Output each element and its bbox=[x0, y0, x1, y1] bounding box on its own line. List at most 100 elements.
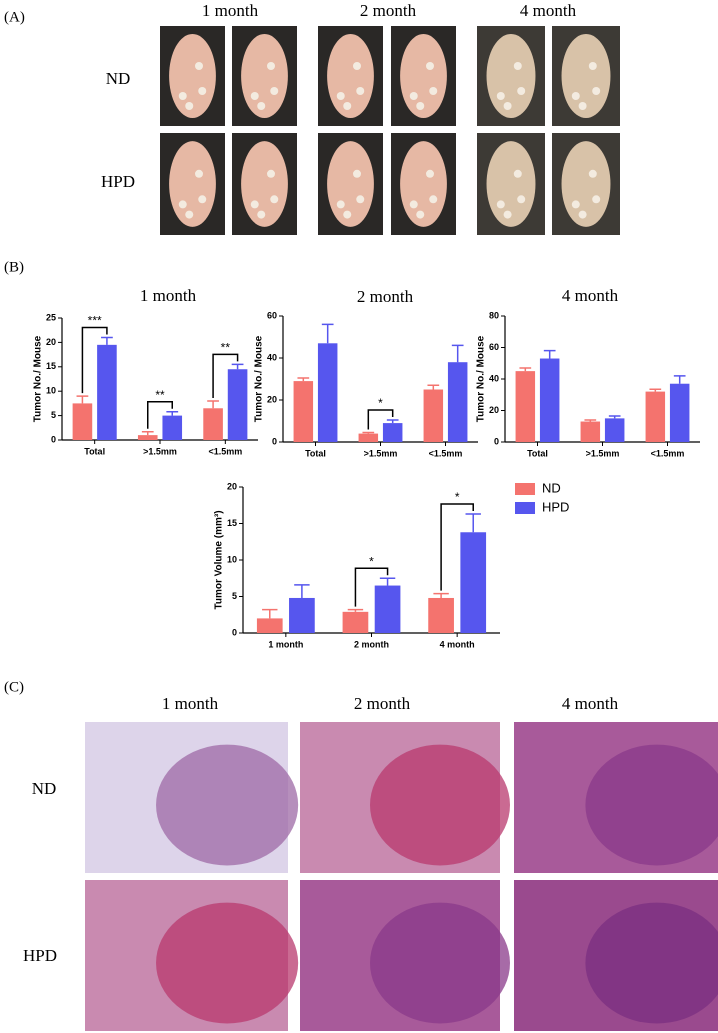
x-tick-label: 1 month bbox=[268, 639, 303, 649]
photo-nodule bbox=[267, 169, 275, 178]
photo-nodule bbox=[517, 87, 526, 95]
photo-nodule bbox=[592, 87, 601, 95]
chart-title: 1 month bbox=[140, 286, 197, 305]
photo-nodule bbox=[257, 102, 266, 110]
photo-nodule bbox=[250, 200, 259, 209]
legend-label: HPD bbox=[542, 499, 569, 514]
x-tick-label: <1.5mm bbox=[429, 448, 463, 458]
error-bar bbox=[141, 430, 154, 436]
error-bar bbox=[427, 384, 440, 390]
photo-nodule bbox=[429, 87, 438, 95]
legend-swatch bbox=[515, 502, 535, 514]
bar bbox=[162, 415, 183, 440]
photo-nodule bbox=[513, 169, 522, 178]
photo-nodule bbox=[270, 195, 279, 204]
photo-nodule bbox=[353, 169, 361, 178]
significance-label: ** bbox=[155, 388, 165, 402]
bar bbox=[203, 408, 223, 440]
row-label: ND bbox=[32, 779, 57, 798]
photo-nodule bbox=[185, 102, 194, 110]
photo-nodule bbox=[592, 195, 601, 204]
photo-nodule bbox=[588, 62, 597, 70]
column-title: 2 month bbox=[354, 694, 411, 713]
photo-nodule bbox=[426, 169, 434, 178]
x-tick-label: 2 month bbox=[354, 639, 389, 649]
bar bbox=[293, 381, 314, 442]
photo-nodule bbox=[578, 210, 587, 219]
photo-nodule bbox=[571, 200, 580, 209]
photo-nodule bbox=[426, 62, 434, 70]
column-title: 4 month bbox=[520, 1, 577, 20]
column-title: 1 month bbox=[162, 694, 219, 713]
photo-nodule bbox=[178, 200, 187, 209]
significance-label: ** bbox=[221, 341, 231, 355]
bar bbox=[342, 611, 369, 633]
y-tick-label: 10 bbox=[227, 554, 237, 564]
x-tick-label: >1.5mm bbox=[143, 446, 177, 456]
error-bar bbox=[231, 363, 244, 370]
bar bbox=[374, 585, 401, 633]
error-bar bbox=[101, 336, 113, 345]
bar bbox=[289, 597, 315, 633]
bar bbox=[447, 362, 468, 442]
photo-nodule bbox=[416, 210, 425, 219]
histology-tissue bbox=[585, 744, 718, 866]
error-bar bbox=[673, 375, 686, 384]
y-tick-label: 60 bbox=[267, 310, 277, 320]
significance-label: *** bbox=[88, 314, 102, 328]
bar bbox=[669, 383, 690, 442]
significance-label: * bbox=[369, 554, 374, 568]
y-tick-label: 20 bbox=[46, 337, 56, 347]
y-tick-label: 0 bbox=[272, 436, 277, 446]
error-bar bbox=[362, 431, 375, 434]
y-tick-label: 40 bbox=[489, 373, 499, 383]
error-bar bbox=[451, 344, 464, 363]
photo-nodule bbox=[257, 210, 266, 219]
y-tick-label: 20 bbox=[267, 394, 277, 404]
significance-bracket bbox=[367, 409, 394, 430]
bar bbox=[227, 369, 248, 440]
photo-nodule bbox=[571, 92, 580, 100]
bar bbox=[72, 403, 93, 440]
error-bar bbox=[543, 349, 556, 359]
x-tick-label: Total bbox=[305, 448, 326, 458]
bar bbox=[645, 391, 666, 442]
y-tick-label: 25 bbox=[46, 312, 56, 322]
panel-label: (C) bbox=[4, 679, 24, 695]
bar bbox=[428, 597, 454, 633]
bar bbox=[256, 618, 283, 633]
y-tick-label: 60 bbox=[489, 342, 499, 352]
y-tick-label: 20 bbox=[489, 405, 499, 415]
photo-nodule bbox=[198, 87, 207, 95]
photo-nodule bbox=[517, 195, 526, 204]
significance-bracket bbox=[440, 503, 474, 591]
photo-nodule bbox=[503, 210, 512, 219]
photo-nodule bbox=[185, 210, 194, 219]
photo-nodule bbox=[416, 102, 425, 110]
error-bar bbox=[433, 592, 449, 598]
y-tick-label: 10 bbox=[46, 386, 56, 396]
chart-title: 4 month bbox=[562, 286, 619, 305]
histology-tissue bbox=[370, 744, 510, 866]
bar bbox=[604, 418, 625, 442]
y-tick-label: 15 bbox=[46, 361, 56, 371]
histology-tissue bbox=[585, 902, 718, 1024]
x-tick-label: Total bbox=[527, 448, 548, 458]
photo-nodule bbox=[496, 200, 505, 209]
bar bbox=[515, 371, 536, 442]
bar bbox=[97, 344, 117, 440]
panel-label: (B) bbox=[4, 259, 24, 275]
y-axis-label: Tumor No./ Mouse bbox=[33, 335, 44, 422]
significance-bracket bbox=[81, 326, 108, 394]
y-tick-label: 80 bbox=[489, 310, 499, 320]
y-tick-label: 5 bbox=[51, 410, 56, 420]
row-label: ND bbox=[106, 69, 131, 88]
photo-nodule bbox=[195, 169, 203, 178]
y-tick-label: 5 bbox=[232, 591, 237, 601]
error-bar bbox=[584, 419, 597, 422]
y-tick-label: 15 bbox=[227, 518, 237, 528]
column-title: 1 month bbox=[202, 1, 259, 20]
error-bar bbox=[262, 608, 278, 619]
